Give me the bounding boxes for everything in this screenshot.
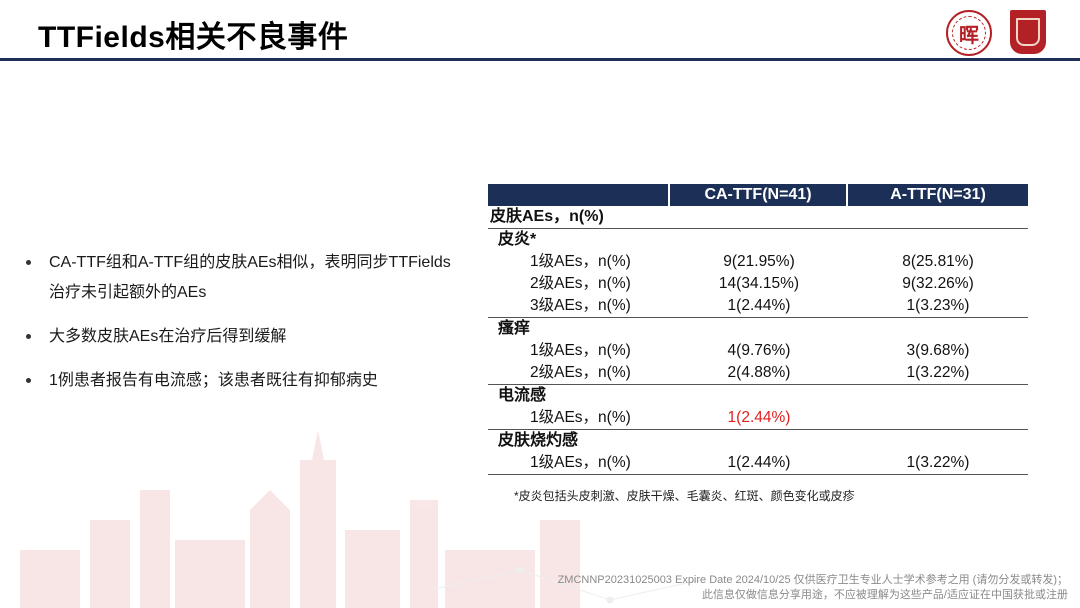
ca-ttf-value: 9(21.95%) <box>723 253 795 270</box>
group-name: 皮肤烧灼感 <box>498 432 579 449</box>
bullet-item: 1例患者报告有电流感；该患者既往有抑郁病史 <box>22 366 452 396</box>
table-footnote: *皮炎包括头皮刺激、皮肤干燥、毛囊炎、红斑、颜色变化或皮疹 <box>514 489 855 503</box>
table-row: 1级AEs，n(%) 1(2.44%) 1(3.22%) <box>488 452 1028 474</box>
header-cell-a-ttf: A-TTF(N=31) <box>848 184 1028 206</box>
row-divider <box>488 384 1028 385</box>
university-seal-icon: 晖 <box>946 10 992 56</box>
page-title: TTFields相关不良事件 <box>38 21 349 54</box>
row-divider <box>488 429 1028 430</box>
bullet-text: 1例患者报告有电流感；该患者既往有抑郁病史 <box>49 372 378 389</box>
bullet-text: CA-TTF组和A-TTF组的皮肤AEs相似，表明同步TTFields治疗未引起… <box>49 254 451 301</box>
a-ttf-value: 8(25.81%) <box>902 253 974 270</box>
bullet-dot-icon <box>26 334 31 339</box>
table-row: 1级AEs，n(%) 9(21.95%) 8(25.81%) <box>488 251 1028 273</box>
header-cell-blank <box>488 184 668 206</box>
disclaimer-line-1: ZMCNNP20231025003 Expire Date 2024/10/25… <box>557 574 1068 586</box>
group-name: 电流感 <box>498 387 547 404</box>
table-row: 3级AEs，n(%) 1(2.44%) 1(3.23%) <box>488 295 1028 317</box>
header-divider <box>0 58 1080 61</box>
group-name: 瘙痒 <box>498 320 531 337</box>
row-divider <box>488 228 1028 229</box>
table-row: 2级AEs，n(%) 14(34.15%) 9(32.26%) <box>488 273 1028 295</box>
bullet-item: 大多数皮肤AEs在治疗后得到缓解 <box>22 322 452 352</box>
a-ttf-value: 1(3.23%) <box>906 297 970 314</box>
table-row: 1级AEs，n(%) 4(9.76%) 3(9.68%) <box>488 340 1028 362</box>
ca-ttf-value: 1(2.44%) <box>727 297 791 314</box>
bullet-list: CA-TTF组和A-TTF组的皮肤AEs相似，表明同步TTFields治疗未引起… <box>22 248 452 410</box>
group-row-dermatitis: 皮炎* <box>488 229 1028 251</box>
section-title: 皮肤AEs，n(%) <box>490 208 604 225</box>
table-bottom-rule <box>488 474 1028 475</box>
disclaimer: ZMCNNP20231025003 Expire Date 2024/10/25… <box>558 573 1068 603</box>
group-row-electric-sensation: 电流感 <box>488 385 1028 407</box>
bullet-dot-icon <box>26 378 31 383</box>
skyline-watermark-icon <box>20 430 701 608</box>
bullet-dot-icon <box>26 260 31 265</box>
ca-ttf-value: 2(4.88%) <box>727 364 791 381</box>
row-label: 1级AEs，n(%) <box>530 409 631 426</box>
row-label: 1级AEs，n(%) <box>530 454 631 471</box>
row-label: 1级AEs，n(%) <box>530 253 631 270</box>
ca-ttf-value-highlight: 1(2.44%) <box>727 409 791 426</box>
row-label: 1级AEs，n(%) <box>530 342 631 359</box>
group-row-burning-sensation: 皮肤烧灼感 <box>488 430 1028 452</box>
table-row: 1级AEs，n(%) 1(2.44%) <box>488 407 1028 429</box>
table-header-row: CA-TTF(N=41) A-TTF(N=31) <box>488 184 1028 206</box>
a-ttf-value: 1(3.22%) <box>906 454 970 471</box>
row-label: 2级AEs，n(%) <box>530 275 631 292</box>
ca-ttf-value: 1(2.44%) <box>727 454 791 471</box>
a-ttf-value: 3(9.68%) <box>906 342 970 359</box>
group-name: 皮炎* <box>498 231 537 248</box>
row-divider <box>488 317 1028 318</box>
row-label: 2级AEs，n(%) <box>530 364 631 381</box>
table-row: 2级AEs，n(%) 2(4.88%) 1(3.22%) <box>488 362 1028 384</box>
group-row-pruritus: 瘙痒 <box>488 318 1028 340</box>
section-row: 皮肤AEs，n(%) <box>488 206 1028 228</box>
ae-table: CA-TTF(N=41) A-TTF(N=31) 皮肤AEs，n(%) 皮炎* … <box>488 184 1028 475</box>
bullet-item: CA-TTF组和A-TTF组的皮肤AEs相似，表明同步TTFields治疗未引起… <box>22 248 452 308</box>
a-ttf-value: 9(32.26%) <box>902 275 974 292</box>
header-cell-ca-ttf: CA-TTF(N=41) <box>670 184 846 206</box>
row-label: 3级AEs，n(%) <box>530 297 631 314</box>
ca-ttf-value: 14(34.15%) <box>718 275 800 292</box>
a-ttf-value: 1(3.22%) <box>906 364 970 381</box>
bullet-text: 大多数皮肤AEs在治疗后得到缓解 <box>49 328 287 345</box>
disclaimer-line-2: 此信息仅做信息分享用途，不应被理解为这些产品/适应证在中国获批或注册 <box>701 589 1068 601</box>
ca-ttf-value: 4(9.76%) <box>727 342 791 359</box>
hospital-crest-icon <box>1010 10 1046 54</box>
